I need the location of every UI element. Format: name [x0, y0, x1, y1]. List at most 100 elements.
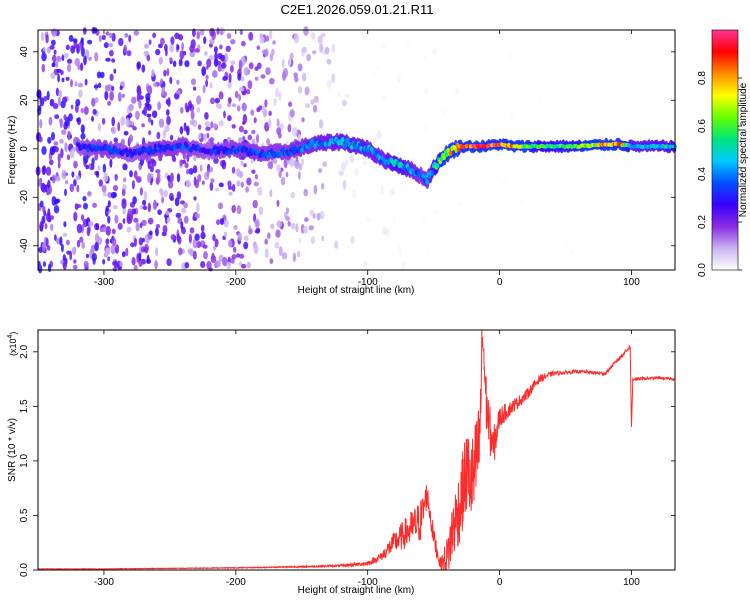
heatmap-noise-cell — [170, 234, 176, 241]
heatmap-noise-cell — [141, 123, 145, 128]
heatmap-noise-cell — [212, 234, 216, 242]
heatmap-noise-cell — [57, 153, 61, 163]
heatmap-noise-cell — [54, 61, 59, 68]
heatmap-noise-cell — [83, 55, 87, 66]
heatmap-noise-cell — [188, 233, 192, 244]
heatmap-noise-cell — [179, 50, 185, 60]
heatmap-noise-cell — [49, 45, 55, 50]
bottom-plot-background — [38, 330, 675, 570]
heatmap-noise-cell — [186, 168, 189, 175]
heatmap-noise-cell — [138, 99, 142, 109]
heatmap-noise-cell — [112, 205, 118, 210]
heatmap-noise-cell — [214, 238, 219, 248]
heatmap-noise-cell — [222, 256, 228, 267]
heatmap-noise-cell — [55, 87, 59, 97]
heatmap-noise-cell — [69, 250, 73, 261]
heatmap-noise-cell — [306, 53, 311, 62]
colorbar-tick-label: 0.4 — [697, 167, 708, 181]
heatmap-noise-cell — [163, 189, 169, 198]
heatmap-noise-cell — [243, 241, 249, 250]
heatmap-noise-cell — [51, 39, 56, 46]
heatmap-ridge-cell — [300, 147, 304, 153]
heatmap-noise-cell — [210, 97, 215, 105]
heatmap-noise-cell — [297, 63, 303, 72]
heatmap-noise-cell — [397, 69, 403, 80]
heatmap-noise-cell — [112, 192, 117, 198]
heatmap-noise-cell — [170, 134, 174, 141]
heatmap-noise-cell — [113, 68, 117, 74]
heatmap-noise-cell — [363, 160, 367, 166]
heatmap-noise-cell — [258, 206, 264, 216]
heatmap-noise-cell — [80, 124, 85, 134]
heatmap-noise-cell — [104, 90, 109, 101]
heatmap-noise-cell — [132, 126, 137, 131]
heatmap-noise-cell — [215, 260, 221, 268]
heatmap-noise-cell — [269, 30, 273, 39]
heatmap-noise-cell — [107, 200, 111, 208]
heatmap-noise-cell — [214, 97, 220, 104]
figure-title: C2E1.2026.059.01.21.R11 — [281, 2, 434, 17]
heatmap-noise-cell — [266, 138, 270, 146]
heatmap-noise-cell — [275, 87, 279, 98]
heatmap-noise-cell — [166, 68, 170, 76]
heatmap-noise-cell — [303, 225, 308, 234]
heatmap-noise-cell — [39, 97, 45, 107]
heatmap-noise-cell — [280, 176, 286, 186]
heatmap-noise-cell — [270, 223, 275, 230]
heatmap-noise-cell — [74, 81, 78, 87]
heatmap-noise-cell — [297, 133, 301, 143]
heatmap-noise-cell — [92, 108, 97, 115]
heatmap-noise-cell — [494, 173, 499, 179]
heatmap-noise-cell — [276, 199, 280, 207]
heatmap-noise-cell — [157, 209, 162, 216]
heatmap-noise-cell — [455, 87, 460, 94]
heatmap-noise-cell — [103, 42, 109, 49]
heatmap-noise-cell — [188, 168, 194, 175]
heatmap-noise-cell — [192, 250, 197, 260]
heatmap-noise-cell — [203, 251, 208, 260]
heatmap-noise-cell — [52, 103, 59, 110]
heatmap-noise-cell — [166, 109, 170, 116]
heatmap-noise-cell — [313, 98, 319, 103]
heatmap-noise-cell — [264, 248, 269, 258]
heatmap-ridge-cell — [449, 150, 453, 156]
heatmap-ridge-cell — [423, 174, 428, 180]
heatmap-noise-cell — [186, 154, 190, 162]
heatmap-noise-cell — [74, 58, 81, 67]
heatmap-noise-cell — [321, 182, 325, 190]
heatmap-noise-cell — [66, 154, 71, 161]
heatmap-noise-cell — [318, 119, 324, 129]
top-x-tick-label: 100 — [623, 277, 640, 288]
heatmap-noise-cell — [202, 84, 206, 94]
heatmap-noise-cell — [227, 180, 232, 188]
heatmap-noise-cell — [101, 226, 107, 233]
heatmap-noise-cell — [220, 62, 227, 69]
colorbar-tick-label: 0.8 — [697, 71, 708, 85]
heatmap-ridge-cell — [430, 170, 435, 176]
heatmap-noise-cell — [253, 181, 259, 187]
heatmap-noise-cell — [248, 225, 252, 231]
heatmap-noise-cell — [148, 39, 152, 45]
heatmap-noise-cell — [237, 73, 242, 81]
heatmap-noise-cell — [431, 47, 437, 56]
heatmap-noise-cell — [152, 200, 158, 211]
heatmap-noise-cell — [172, 156, 177, 163]
bottom-y-axis: 0.0 0.5 1.0 1.5 2.0 — [19, 344, 675, 577]
heatmap-noise-cell — [87, 191, 91, 196]
heatmap-noise-cell — [193, 86, 197, 91]
heatmap-noise-cell — [192, 238, 198, 249]
heatmap-noise-cell — [305, 103, 310, 109]
heatmap-noise-cell — [45, 166, 52, 176]
heatmap-noise-cell — [205, 74, 209, 80]
heatmap-noise-cell — [155, 224, 161, 229]
heatmap-noise-cell — [139, 245, 143, 256]
heatmap-noise-cell — [62, 261, 67, 270]
heatmap-noise-cell — [326, 58, 332, 65]
heatmap-noise-cell — [54, 114, 60, 120]
heatmap-noise-cell — [147, 173, 152, 183]
heatmap-noise-cell — [624, 160, 629, 169]
heatmap-ridge-cell — [442, 154, 447, 161]
top-y-tick-label: -20 — [19, 190, 30, 205]
heatmap-noise-cell — [254, 174, 259, 180]
heatmap-noise-cell — [287, 124, 292, 133]
